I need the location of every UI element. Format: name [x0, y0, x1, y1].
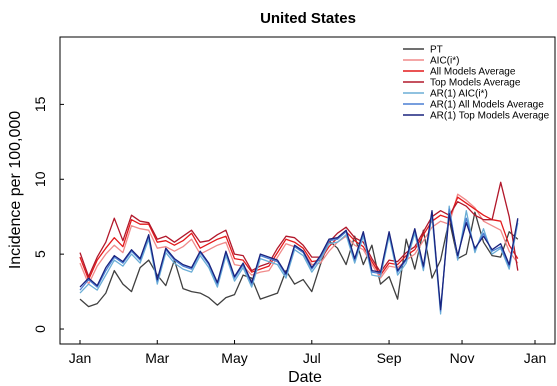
series-line-1 [79, 211, 519, 308]
x-tick-label: Nov [450, 350, 475, 366]
series-line-3 [79, 196, 519, 281]
y-tick-label: 5 [32, 250, 48, 258]
y-tick-label: 0 [32, 325, 48, 333]
legend-entry-label: AR(1) AIC(i*) [430, 89, 488, 100]
legend-entry-label: AIC(i*) [430, 56, 459, 67]
series-line-2 [79, 193, 519, 285]
x-tick-label: Sep [377, 350, 402, 366]
x-tick-label: Mar [145, 350, 169, 366]
legend-entry-label: Top Models Average [430, 78, 521, 89]
plot-frame [59, 36, 556, 345]
legend-entry-label: AR(1) Top Models Average [430, 111, 550, 122]
legend-entry-label: All Models Average [430, 67, 516, 78]
x-tick-label: Jan [524, 350, 547, 366]
x-axis-ticks: Jan Mar May Jul Sep Nov Jan [69, 340, 547, 366]
x-tick-label: Jan [69, 350, 92, 366]
x-axis-label: Date [288, 369, 322, 386]
y-axis-label: Incidence per 100,000 [7, 111, 24, 269]
x-tick-label: Jul [303, 350, 321, 366]
legend-entry-label: AR(1) All Models Average [430, 100, 544, 111]
chart-title: United States [260, 10, 356, 27]
series-layer [79, 181, 519, 315]
legend-entry-label: PT [430, 45, 443, 56]
y-tick-label: 15 [32, 96, 48, 112]
y-tick-label: 10 [32, 171, 48, 187]
series-line-4 [79, 181, 519, 278]
y-axis-ticks: 0 5 10 15 [32, 96, 64, 333]
x-tick-label: May [221, 350, 247, 366]
series-line-7 [79, 210, 519, 311]
